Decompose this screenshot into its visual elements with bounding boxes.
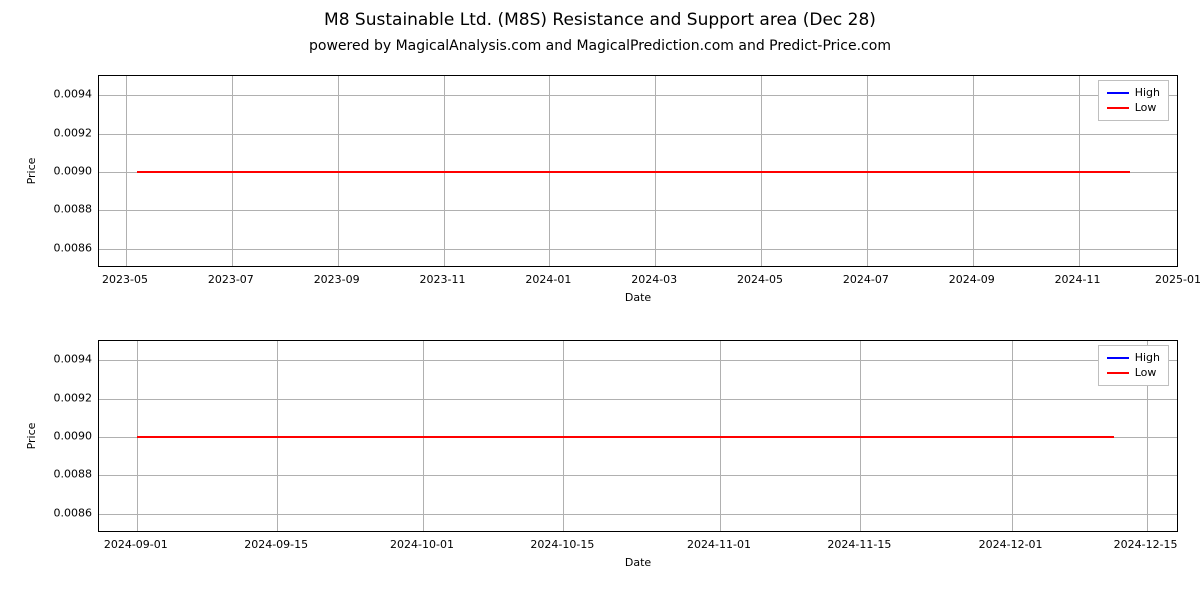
chart-panel-bottom: HighLow0.00860.00880.00900.00920.0094202… bbox=[98, 340, 1178, 532]
xtick-label: 2025-01 bbox=[1155, 267, 1200, 286]
chart-subtitle: powered by MagicalAnalysis.com and Magic… bbox=[0, 38, 1200, 54]
xtick-label: 2024-11-15 bbox=[827, 532, 891, 551]
legend: HighLow bbox=[1098, 80, 1169, 121]
chart-title: M8 Sustainable Ltd. (M8S) Resistance and… bbox=[0, 10, 1200, 30]
ytick-label: 0.0092 bbox=[54, 391, 99, 404]
legend-swatch bbox=[1107, 372, 1129, 374]
series-low bbox=[137, 171, 1131, 173]
xtick-label: 2024-12-01 bbox=[979, 532, 1043, 551]
legend-label: High bbox=[1135, 85, 1160, 100]
plot-area: HighLow bbox=[98, 340, 1178, 532]
legend-item: High bbox=[1107, 85, 1160, 100]
legend-item: High bbox=[1107, 350, 1160, 365]
gridline-h bbox=[99, 514, 1177, 515]
legend-label: Low bbox=[1135, 100, 1157, 115]
ylabel: Price bbox=[25, 158, 38, 185]
gridline-h bbox=[99, 95, 1177, 96]
gridline-h bbox=[99, 249, 1177, 250]
ytick-label: 0.0086 bbox=[54, 506, 99, 519]
xtick-label: 2023-09 bbox=[314, 267, 360, 286]
xtick-label: 2023-07 bbox=[208, 267, 254, 286]
legend-label: High bbox=[1135, 350, 1160, 365]
gridline-h bbox=[99, 475, 1177, 476]
legend-item: Low bbox=[1107, 100, 1160, 115]
xtick-label: 2024-01 bbox=[525, 267, 571, 286]
legend-swatch bbox=[1107, 107, 1129, 109]
plot-area: HighLow bbox=[98, 75, 1178, 267]
gridline-h bbox=[99, 210, 1177, 211]
chart-panel-top: HighLow0.00860.00880.00900.00920.0094202… bbox=[98, 75, 1178, 267]
xlabel: Date bbox=[625, 556, 651, 569]
gridline-h bbox=[99, 399, 1177, 400]
xtick-label: 2023-11 bbox=[420, 267, 466, 286]
ytick-label: 0.0092 bbox=[54, 126, 99, 139]
gridline-h bbox=[99, 360, 1177, 361]
xtick-label: 2024-05 bbox=[737, 267, 783, 286]
xtick-label: 2024-07 bbox=[843, 267, 889, 286]
legend: HighLow bbox=[1098, 345, 1169, 386]
series-low bbox=[137, 436, 1114, 438]
legend-swatch bbox=[1107, 357, 1129, 359]
xtick-label: 2024-11 bbox=[1055, 267, 1101, 286]
xtick-label: 2024-12-15 bbox=[1114, 532, 1178, 551]
ytick-label: 0.0088 bbox=[54, 203, 99, 216]
xtick-label: 2024-03 bbox=[631, 267, 677, 286]
ytick-label: 0.0094 bbox=[54, 353, 99, 366]
legend-item: Low bbox=[1107, 365, 1160, 380]
ytick-label: 0.0094 bbox=[54, 88, 99, 101]
ytick-label: 0.0088 bbox=[54, 468, 99, 481]
xtick-label: 2024-11-01 bbox=[687, 532, 751, 551]
xlabel: Date bbox=[625, 291, 651, 304]
legend-label: Low bbox=[1135, 365, 1157, 380]
ytick-label: 0.0086 bbox=[54, 241, 99, 254]
xtick-label: 2024-10-01 bbox=[390, 532, 454, 551]
ylabel: Price bbox=[25, 423, 38, 450]
legend-swatch bbox=[1107, 92, 1129, 94]
gridline-h bbox=[99, 134, 1177, 135]
gridline-v bbox=[126, 76, 127, 266]
xtick-label: 2024-09-15 bbox=[244, 532, 308, 551]
xtick-label: 2024-09 bbox=[949, 267, 995, 286]
xtick-label: 2024-10-15 bbox=[530, 532, 594, 551]
ytick-label: 0.0090 bbox=[54, 430, 99, 443]
xtick-label: 2024-09-01 bbox=[104, 532, 168, 551]
xtick-label: 2023-05 bbox=[102, 267, 148, 286]
ytick-label: 0.0090 bbox=[54, 165, 99, 178]
